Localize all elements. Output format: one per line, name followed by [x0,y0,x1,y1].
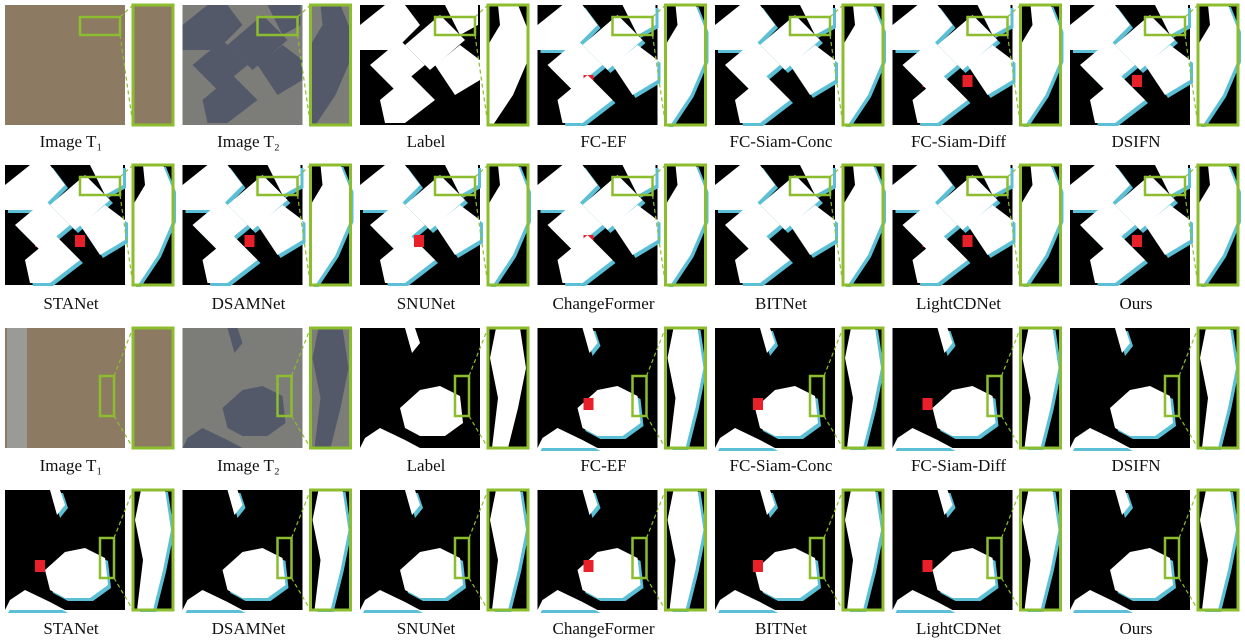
panel: DSIFN [1070,328,1239,475]
fp-area [35,560,45,572]
panel: Ours [1070,490,1239,638]
panel: Label [360,328,528,475]
fp-area [963,75,973,87]
panel: STANet [5,490,174,638]
panel: Label [360,5,528,151]
fp-area [923,398,933,410]
panel: DSAMNet [183,490,352,638]
panel-label: Label [407,456,446,475]
panel-label: DSIFN [1111,456,1160,475]
panel-label: ChangeFormer [553,619,655,638]
fp-area [923,560,933,572]
panel: STANet [5,165,176,313]
panel-label: Image T₁ [40,132,103,151]
panel: DSAMNet [183,165,354,313]
panel-label: Ours [1119,619,1152,638]
panel: FC-Siam-Conc [715,5,886,151]
panel-label: FC-Siam-Conc [730,132,833,151]
panel-label: Image T₁ [40,456,103,475]
panel-label: DSAMNet [212,619,286,638]
panel: LightCDNet [893,165,1064,313]
panel: ChangeFormer [538,165,709,313]
panel: Image T₁ [5,328,173,475]
panel: FC-EF [538,5,709,151]
panel-label: BITNet [755,294,807,313]
panel: DSIFN [1070,5,1241,151]
panel-label: Image T₂ [217,132,280,151]
panel: FC-EF [538,328,707,475]
fp-area [753,560,763,572]
panel-label: DSIFN [1111,132,1160,151]
panel: Image T₂ [183,328,351,475]
panel: SNUNet [360,165,531,313]
zoom [133,5,173,125]
panel: Image T₂ [183,5,351,151]
panel-label: FC-Siam-Diff [911,456,1006,475]
road [7,328,27,448]
panel: BITNet [715,490,884,638]
fp-area [584,560,594,572]
panel: ChangeFormer [538,490,707,638]
panel: Image T₁ [5,5,173,151]
figure: Image T₁ Image T₂ Label FC-EF FC-Siam-Conc FC… [0,0,1245,643]
panel: BITNet [715,165,886,313]
panel-label: ChangeFormer [553,294,655,313]
panel-label: Ours [1119,294,1152,313]
fp-area [245,235,255,247]
fp-area [753,398,763,410]
fp-area [1132,75,1142,87]
zoom [133,328,173,448]
panel-label: SNUNet [397,294,456,313]
fp-area [963,235,973,247]
panel: Ours [1070,165,1241,313]
fp-area [414,235,424,247]
panel-label: FC-Siam-Diff [911,132,1006,151]
panel-label: STANet [43,619,99,638]
panel: FC-Siam-Conc [715,328,884,475]
panel-label: LightCDNet [916,294,1001,313]
panel-label: FC-EF [580,132,626,151]
fp-area [75,235,85,247]
panel-label: DSAMNet [212,294,286,313]
image [5,5,125,125]
panel-label: FC-EF [580,456,626,475]
panel-label: STANet [43,294,99,313]
panel: FC-Siam-Diff [893,5,1064,151]
panel-label: BITNet [755,619,807,638]
fp-area [584,398,594,410]
panel-label: FC-Siam-Conc [730,456,833,475]
panel-label: LightCDNet [916,619,1001,638]
panel-label: Label [407,132,446,151]
panel: FC-Siam-Diff [893,328,1062,475]
panel-label: SNUNet [397,619,456,638]
panel: LightCDNet [893,490,1062,638]
panel-label: Image T₂ [217,456,280,475]
fp-area [1132,235,1142,247]
panel: SNUNet [360,490,529,638]
